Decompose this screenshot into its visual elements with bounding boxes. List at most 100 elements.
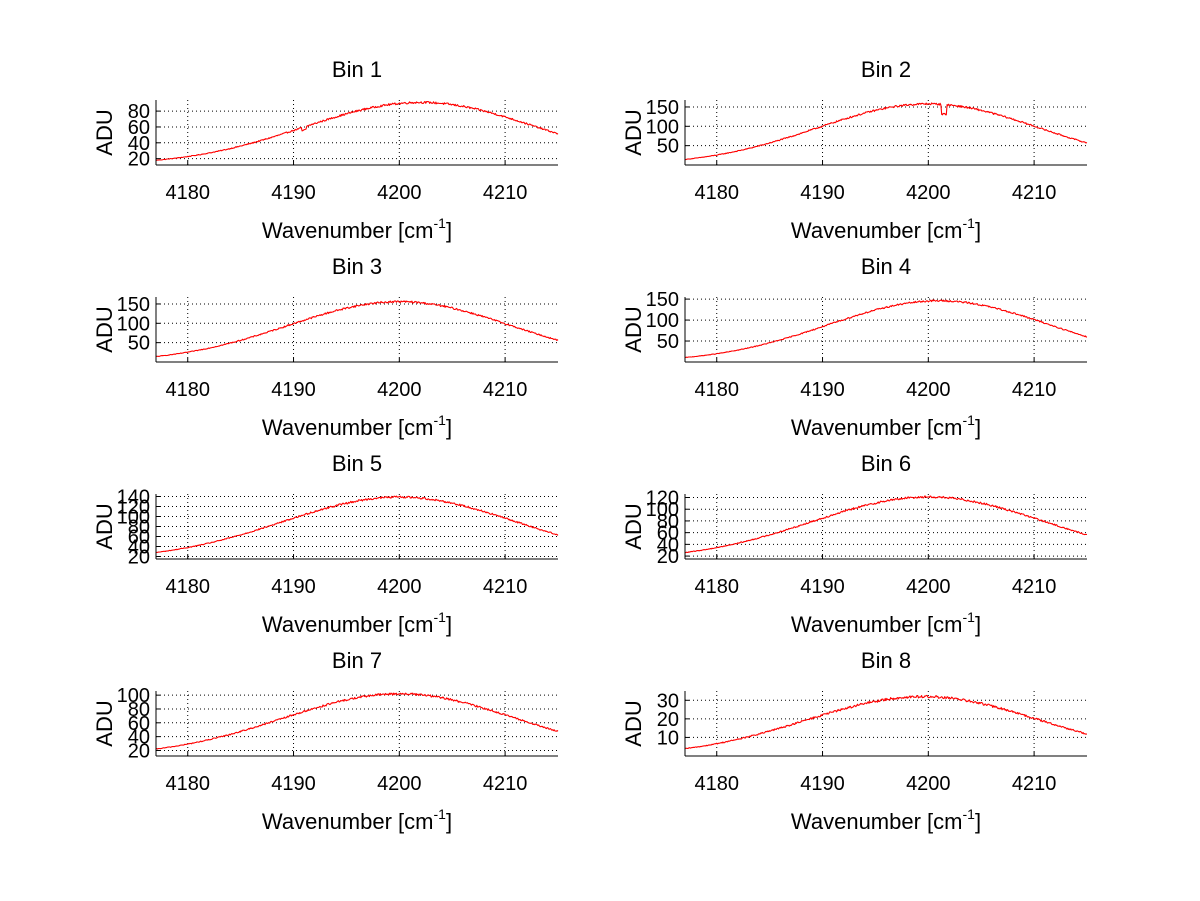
- x-tick-label: 4200: [377, 379, 422, 401]
- x-axis-label-exponent: -1: [963, 412, 976, 428]
- x-tick-label: 4200: [906, 576, 951, 598]
- x-tick-label: 4180: [165, 379, 210, 401]
- x-axis-label-close: ]: [446, 809, 452, 834]
- y-tick-label: 60: [128, 527, 150, 549]
- y-tick-label: 20: [128, 149, 150, 171]
- y-tick-label: 20: [657, 709, 679, 731]
- x-axis-label: Wavenumber [cm-1]: [262, 609, 452, 637]
- subplot-title: Bin 8: [861, 648, 911, 673]
- spectrum-line: [685, 694, 1087, 749]
- x-tick-label: 4190: [271, 182, 316, 204]
- x-tick-label: 4190: [800, 182, 845, 204]
- subplot-title: Bin 1: [332, 57, 382, 82]
- y-axis-label: ADU: [92, 306, 117, 352]
- subplot-title: Bin 5: [332, 451, 382, 476]
- x-axis-label-close: ]: [446, 415, 452, 440]
- y-axis-label: ADU: [621, 109, 646, 155]
- x-axis-label-exponent: -1: [963, 609, 976, 625]
- y-axis-label: ADU: [621, 306, 646, 352]
- x-axis-label: Wavenumber [cm-1]: [791, 609, 981, 637]
- x-axis-label-main: Wavenumber [cm: [791, 415, 963, 440]
- x-tick-label: 4190: [271, 379, 316, 401]
- x-tick-label: 4190: [271, 576, 316, 598]
- y-tick-label: 80: [657, 511, 679, 533]
- x-tick-label: 4180: [165, 773, 210, 795]
- x-tick-label: 4180: [694, 182, 739, 204]
- y-axis-label: ADU: [92, 700, 117, 746]
- x-tick-label: 4190: [271, 773, 316, 795]
- y-tick-label: 40: [128, 727, 150, 749]
- x-tick-label: 4200: [906, 773, 951, 795]
- y-axis-label: ADU: [621, 503, 646, 549]
- subplot-title: Bin 6: [861, 451, 911, 476]
- y-tick-label: 60: [128, 117, 150, 139]
- x-axis-label-exponent: -1: [434, 806, 447, 822]
- x-tick-label: 4210: [1012, 576, 1057, 598]
- y-tick-label: 60: [128, 713, 150, 735]
- y-tick-label: 40: [128, 537, 150, 559]
- y-axis-label: ADU: [92, 503, 117, 549]
- y-tick-label: 100: [646, 310, 679, 332]
- y-tick-label: 50: [657, 136, 679, 158]
- subplot-title: Bin 4: [861, 254, 911, 279]
- x-axis-label-exponent: -1: [434, 215, 447, 231]
- y-tick-label: 10: [657, 727, 679, 749]
- x-tick-label: 4180: [694, 773, 739, 795]
- x-tick-label: 4210: [1012, 773, 1057, 795]
- x-tick-label: 4180: [694, 576, 739, 598]
- x-axis-label-main: Wavenumber [cm: [262, 415, 434, 440]
- y-tick-label: 50: [657, 331, 679, 353]
- y-tick-label: 140: [117, 487, 150, 509]
- y-axis-label: ADU: [621, 700, 646, 746]
- y-tick-label: 20: [128, 547, 150, 569]
- x-axis-label: Wavenumber [cm-1]: [791, 215, 981, 243]
- x-axis-label-main: Wavenumber [cm: [262, 218, 434, 243]
- x-axis-label-main: Wavenumber [cm: [791, 218, 963, 243]
- x-tick-label: 4180: [165, 182, 210, 204]
- x-tick-label: 4200: [906, 379, 951, 401]
- x-tick-label: 4190: [800, 773, 845, 795]
- subplot-title: Bin 7: [332, 648, 382, 673]
- x-tick-label: 4200: [377, 576, 422, 598]
- x-tick-label: 4210: [483, 182, 528, 204]
- x-axis-label: Wavenumber [cm-1]: [791, 806, 981, 834]
- y-tick-label: 50: [128, 333, 150, 355]
- y-tick-label: 120: [117, 497, 150, 519]
- x-axis-label-close: ]: [446, 612, 452, 637]
- y-tick-label: 40: [128, 133, 150, 155]
- x-tick-label: 4210: [483, 379, 528, 401]
- x-tick-label: 4180: [165, 576, 210, 598]
- x-axis-label-main: Wavenumber [cm: [262, 612, 434, 637]
- x-axis-label-exponent: -1: [963, 806, 976, 822]
- x-axis-label: Wavenumber [cm-1]: [791, 412, 981, 440]
- y-tick-label: 20: [128, 740, 150, 762]
- y-tick-label: 30: [657, 690, 679, 712]
- x-tick-label: 4190: [800, 379, 845, 401]
- y-tick-label: 150: [646, 289, 679, 311]
- y-tick-label: 150: [646, 97, 679, 119]
- x-axis-label-close: ]: [975, 809, 981, 834]
- y-tick-label: 100: [646, 116, 679, 138]
- y-tick-label: 40: [657, 534, 679, 556]
- subplot-title: Bin 2: [861, 57, 911, 82]
- x-axis-label-exponent: -1: [434, 412, 447, 428]
- spectrum-line: [155, 495, 559, 553]
- x-axis-label: Wavenumber [cm-1]: [262, 412, 452, 440]
- y-tick-label: 100: [117, 685, 150, 707]
- spectrum-line: [155, 100, 559, 161]
- x-axis-label: Wavenumber [cm-1]: [262, 806, 452, 834]
- x-tick-label: 4180: [694, 379, 739, 401]
- x-axis-label-main: Wavenumber [cm: [262, 809, 434, 834]
- x-tick-label: 4210: [483, 576, 528, 598]
- subplot-title: Bin 3: [332, 254, 382, 279]
- x-axis-label-exponent: -1: [963, 215, 976, 231]
- x-tick-label: 4190: [800, 576, 845, 598]
